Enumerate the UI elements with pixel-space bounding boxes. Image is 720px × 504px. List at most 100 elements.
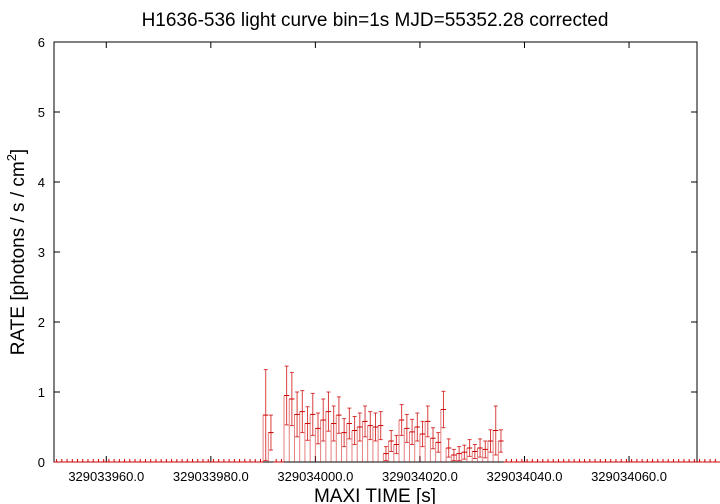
data-point: [69, 459, 75, 463]
data-point: [717, 461, 720, 463]
data-point: [408, 418, 415, 462]
data-point: [221, 459, 227, 463]
data-point: [304, 406, 311, 462]
data-point: [64, 459, 70, 463]
data-point: [101, 459, 107, 463]
data-point: [681, 459, 687, 463]
data-point: [273, 459, 279, 463]
data-point: [330, 405, 337, 462]
data-point: [691, 459, 697, 463]
data-point: [335, 396, 342, 462]
data-point: [540, 459, 546, 463]
plot-frame: [53, 41, 698, 463]
chart-title: H1636-536 light curve bin=1s MJD=55352.2…: [142, 10, 609, 31]
data-point: [419, 420, 426, 462]
x-tick-label: 329033960.0: [68, 469, 144, 484]
data-point: [566, 459, 572, 463]
y-axis-title: RATE [photons / s / cm2]: [4, 149, 29, 355]
data-point: [503, 459, 509, 463]
data-point: [435, 432, 441, 462]
data-point: [288, 371, 295, 462]
data-point: [153, 459, 159, 463]
data-point: [618, 459, 624, 463]
data-point: [85, 459, 91, 463]
data-point: [576, 459, 582, 463]
data-point: [127, 459, 133, 463]
data-point: [205, 459, 211, 463]
data-point: [184, 459, 190, 463]
data-point: [293, 391, 300, 462]
data-point: [670, 459, 677, 463]
data-point: [644, 459, 650, 463]
y-tick-label: 6: [38, 35, 45, 50]
data-point: [90, 459, 96, 463]
data-point: [587, 459, 593, 463]
data-point: [179, 459, 185, 463]
data-point: [367, 411, 373, 462]
y-axis-title-end: ]: [8, 149, 29, 154]
data-point: [702, 459, 708, 463]
data-point: [200, 459, 206, 463]
data-point: [676, 459, 682, 463]
data-point: [649, 459, 656, 463]
data-point: [148, 459, 154, 463]
data-point: [314, 412, 321, 462]
data-point: [398, 404, 405, 462]
data-point: [440, 390, 447, 462]
data-point: [581, 459, 588, 463]
data-point: [602, 459, 609, 463]
x-tick-label: 329034020.0: [382, 469, 458, 484]
y-tick-label: 3: [38, 245, 45, 260]
data-point: [351, 416, 358, 462]
data-point: [80, 459, 86, 463]
data-point: [54, 459, 60, 463]
data-point: [660, 459, 666, 463]
data-point: [257, 459, 264, 463]
data-point: [111, 459, 117, 463]
y-axis-title-main: RATE [photons / s / cm: [8, 161, 29, 355]
y-tick-label: 5: [38, 105, 45, 120]
data-point: [461, 444, 467, 462]
y-axis-title-superscript: 2: [4, 154, 19, 161]
data-point: [142, 459, 149, 463]
data-point: [534, 459, 541, 463]
data-point: [445, 438, 452, 462]
y-tick-label: 0: [38, 455, 45, 470]
data-point: [403, 413, 410, 462]
data-point: [608, 459, 614, 463]
data-point: [59, 459, 65, 463]
data-point: [639, 459, 645, 463]
data-point: [524, 459, 530, 463]
data-point: [482, 440, 488, 462]
data-point: [163, 459, 170, 463]
data-point: [278, 459, 285, 463]
data-point: [309, 392, 316, 462]
data-point: [529, 459, 535, 463]
data-point: [174, 459, 180, 463]
data-point: [226, 459, 232, 463]
data-point: [231, 459, 237, 463]
data-point: [592, 459, 598, 463]
data-point: [471, 444, 478, 462]
data-point: [158, 459, 164, 463]
data-point: [555, 459, 562, 463]
data-point: [382, 446, 389, 462]
data-point: [236, 459, 243, 463]
data-point: [519, 459, 525, 463]
data-point: [320, 398, 326, 462]
data-point: [487, 429, 494, 462]
x-axis-title: MAXI TIME [s]: [314, 486, 436, 504]
data-point: [424, 405, 431, 462]
data-point: [210, 459, 217, 463]
data-point: [283, 365, 290, 462]
data-point: [216, 459, 222, 463]
data-point: [508, 459, 515, 463]
data-point: [655, 459, 661, 463]
data-point: [450, 448, 457, 462]
data-point: [189, 459, 196, 463]
data-point: [665, 459, 671, 463]
data-point: [597, 459, 603, 463]
data-point: [137, 459, 143, 463]
data-point: [95, 459, 102, 463]
data-point: [629, 459, 635, 463]
